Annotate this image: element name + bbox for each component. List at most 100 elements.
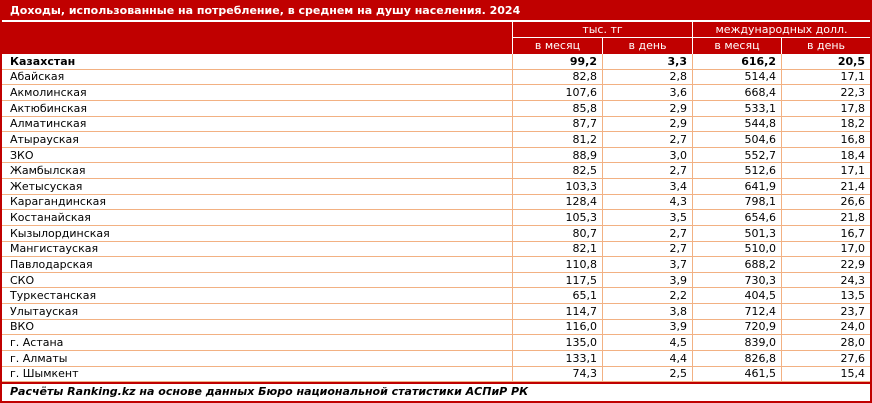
region-name: г. Алматы	[2, 351, 512, 367]
region-name: Мангистауская	[2, 242, 512, 258]
value-cell: 21,8	[781, 210, 870, 226]
value-cell: 2,7	[602, 241, 692, 258]
value-cell: 26,6	[781, 194, 870, 211]
column-header-tg-per-month: в месяц	[512, 38, 602, 54]
table-row: СКО 117,5 3,9 730,3 24,3	[2, 272, 870, 289]
value-cell: 18,2	[781, 116, 870, 133]
value-cell: 24,0	[781, 319, 870, 336]
value-cell: 81,2	[512, 132, 602, 148]
page-title: Доходы, использованные на потребление, в…	[2, 0, 870, 22]
value-cell: 22,3	[781, 85, 870, 101]
value-cell: 514,4	[692, 69, 781, 86]
value-cell: 504,6	[692, 132, 781, 148]
table-row: Карагандинская 128,4 4,3 798,1 26,6	[2, 194, 870, 211]
region-name: Карагандинская	[2, 195, 512, 211]
value-cell: 107,6	[512, 85, 602, 101]
region-name: ЗКО	[2, 148, 512, 164]
table-row: Костанайская 105,3 3,5 654,6 21,8	[2, 210, 870, 226]
value-cell: 3,4	[602, 179, 692, 195]
table-row: Алматинская 87,7 2,9 544,8 18,2	[2, 116, 870, 133]
value-cell: 3,6	[602, 85, 692, 101]
value-cell: 461,5	[692, 366, 781, 383]
value-cell: 510,0	[692, 241, 781, 258]
value-cell: 4,4	[602, 350, 692, 367]
table-row: Улытауская 114,7 3,8 712,4 23,7	[2, 304, 870, 320]
table-row: Жетысуская 103,3 3,4 641,9 21,4	[2, 179, 870, 195]
value-cell: 20,5	[781, 54, 870, 70]
value-cell: 2,2	[602, 288, 692, 304]
value-cell: 533,1	[692, 100, 781, 117]
table-header: тыс. тг международных долл. в месяц в де…	[2, 22, 870, 54]
region-name: Костанайская	[2, 210, 512, 226]
value-cell: 16,8	[781, 132, 870, 148]
value-cell: 3,8	[602, 304, 692, 320]
column-header-usd-per-day: в день	[781, 38, 870, 54]
region-name: Кызылординская	[2, 226, 512, 242]
value-cell: 87,7	[512, 116, 602, 133]
value-cell: 826,8	[692, 350, 781, 367]
value-cell: 88,9	[512, 147, 602, 164]
region-name: Атырауская	[2, 132, 512, 148]
value-cell: 3,9	[602, 319, 692, 336]
value-cell: 65,1	[512, 288, 602, 304]
value-cell: 668,4	[692, 85, 781, 101]
value-cell: 28,0	[781, 335, 870, 351]
value-cell: 2,9	[602, 100, 692, 117]
value-cell: 135,0	[512, 335, 602, 351]
region-name: Казахстан	[2, 54, 512, 70]
column-header-usd-per-month: в месяц	[692, 38, 781, 54]
value-cell: 82,8	[512, 69, 602, 86]
source-note-bar: Расчёты Ranking.kz на основе данных Бюро…	[2, 382, 870, 399]
value-cell: 99,2	[512, 54, 602, 70]
region-name: Жетысуская	[2, 179, 512, 195]
value-cell: 3,9	[602, 272, 692, 289]
table-row: Туркестанская 65,1 2,2 404,5 13,5	[2, 288, 870, 304]
column-group-intl-dollars: международных долл.	[692, 22, 870, 38]
value-cell: 82,1	[512, 241, 602, 258]
value-cell: 2,9	[602, 116, 692, 133]
value-cell: 22,9	[781, 257, 870, 273]
value-cell: 544,8	[692, 116, 781, 133]
value-cell: 730,3	[692, 272, 781, 289]
column-group-tys-tg: тыс. тг	[512, 22, 692, 38]
value-cell: 616,2	[692, 54, 781, 70]
value-cell: 17,0	[781, 241, 870, 258]
value-cell: 3,0	[602, 147, 692, 164]
value-cell: 117,5	[512, 272, 602, 289]
value-cell: 3,3	[602, 54, 692, 70]
region-name: Абайская	[2, 70, 512, 86]
region-name: Туркестанская	[2, 288, 512, 304]
value-cell: 114,7	[512, 304, 602, 320]
value-cell: 404,5	[692, 288, 781, 304]
value-cell: 2,7	[602, 132, 692, 148]
region-name: ВКО	[2, 320, 512, 336]
value-cell: 110,8	[512, 257, 602, 273]
value-cell: 85,8	[512, 100, 602, 117]
table-row: Мангистауская 82,1 2,7 510,0 17,0	[2, 241, 870, 258]
value-cell: 133,1	[512, 350, 602, 367]
value-cell: 116,0	[512, 319, 602, 336]
value-cell: 3,7	[602, 257, 692, 273]
value-cell: 4,5	[602, 335, 692, 351]
value-cell: 15,4	[781, 366, 870, 383]
region-name: Павлодарская	[2, 257, 512, 273]
value-cell: 641,9	[692, 179, 781, 195]
value-cell: 512,6	[692, 163, 781, 179]
value-cell: 23,7	[781, 304, 870, 320]
table-row: ЗКО 88,9 3,0 552,7 18,4	[2, 147, 870, 164]
value-cell: 18,4	[781, 147, 870, 164]
value-cell: 654,6	[692, 210, 781, 226]
value-cell: 80,7	[512, 225, 602, 242]
table-row: г. Алматы 133,1 4,4 826,8 27,6	[2, 350, 870, 367]
value-cell: 2,7	[602, 163, 692, 179]
region-name: Акмолинская	[2, 85, 512, 101]
table-row: Жамбылская 82,5 2,7 512,6 17,1	[2, 163, 870, 179]
value-cell: 688,2	[692, 257, 781, 273]
value-cell: 501,3	[692, 225, 781, 242]
value-cell: 720,9	[692, 319, 781, 336]
value-cell: 2,8	[602, 69, 692, 86]
value-cell: 2,5	[602, 366, 692, 383]
region-name: Актюбинская	[2, 101, 512, 117]
value-cell: 17,1	[781, 69, 870, 86]
table-body: Казахстан 99,2 3,3 616,2 20,5 Абайская 82,8 2,8…	[2, 54, 870, 383]
